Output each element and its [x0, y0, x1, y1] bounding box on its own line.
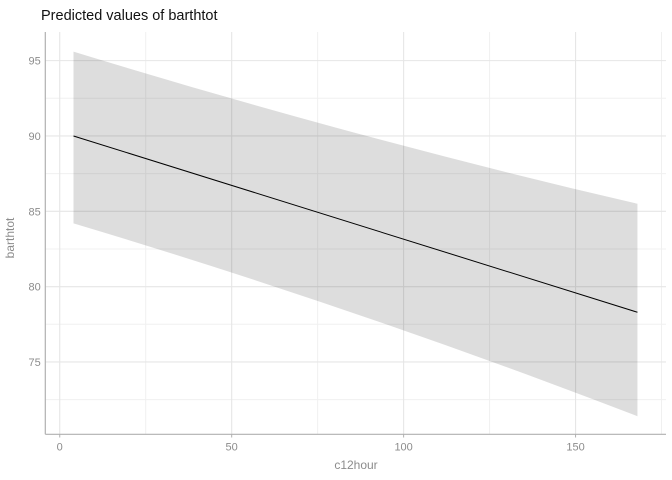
- chart-title: Predicted values of barthtot: [41, 8, 218, 24]
- confidence-band-layer: [73, 51, 638, 417]
- prediction-line-layer: [73, 135, 638, 313]
- x-tick-label: 0: [57, 441, 63, 453]
- x-tick-label: 150: [566, 441, 584, 453]
- y-tick-label: 95: [29, 56, 41, 68]
- axis-lines-layer: [44, 32, 666, 438]
- prediction-line: [73, 135, 638, 313]
- tick-labels-layer: 0 50 100 150 75 80 85 90 95: [29, 56, 585, 454]
- y-tick-label: 90: [29, 131, 41, 143]
- y-tick-label: 80: [29, 282, 41, 294]
- y-tick-label: 85: [29, 206, 41, 218]
- confidence-band: [73, 51, 638, 417]
- panel-grid-minor: [45, 32, 666, 435]
- x-axis-title: c12hour: [334, 458, 377, 472]
- y-tick-label: 75: [29, 357, 41, 369]
- x-tick-label: 50: [226, 441, 238, 453]
- panel-grid-major: [45, 32, 666, 435]
- y-axis-title: barthtot: [3, 217, 17, 258]
- x-tick-label: 100: [394, 441, 412, 453]
